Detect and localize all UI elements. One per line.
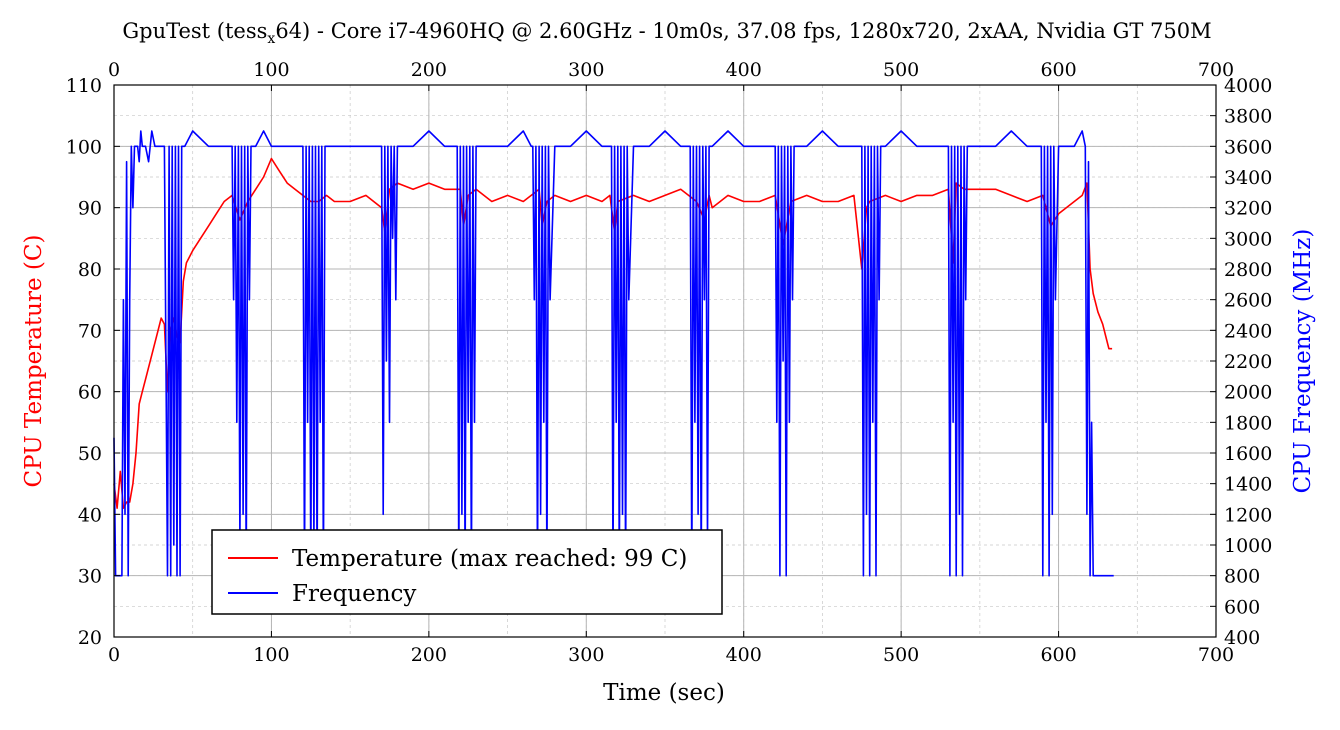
y-right-tick-label: 2400	[1224, 320, 1272, 342]
y-left-tick-label: 90	[78, 198, 102, 220]
y-axis-label-left: CPU Temperature (C)	[21, 235, 47, 488]
x-tick-label: 400	[726, 644, 762, 666]
x-top-tick-label: 100	[253, 59, 289, 81]
x-tick-label: 300	[568, 644, 604, 666]
y-right-tick-label: 3200	[1224, 198, 1272, 220]
chart-title-rest: 64) - Core i7-4960HQ @ 2.60GHz - 10m0s, …	[275, 19, 1211, 43]
y-right-tick-label: 3800	[1224, 106, 1272, 128]
y-right-tick-label: 2800	[1224, 259, 1272, 281]
x-tick-label: 100	[253, 644, 289, 666]
y-right-tick-label: 600	[1224, 596, 1260, 618]
legend: Temperature (max reached: 99 C) Frequenc…	[211, 529, 723, 615]
x-top-tick-label: 200	[411, 59, 447, 81]
x-top-tick-label: 700	[1198, 59, 1234, 81]
x-axis-label: Time (sec)	[603, 680, 725, 706]
y-right-tick-label: 400	[1224, 627, 1260, 649]
legend-frequency-label: Frequency	[292, 581, 416, 607]
axes: 0 0 100 100 200 200 300 300 400 400 500 500 600 600 70…	[66, 59, 1273, 666]
legend-box	[211, 529, 723, 615]
legend-temperature-label: Temperature (max reached: 99 C)	[292, 546, 687, 572]
x-tick-label: 500	[883, 644, 919, 666]
y-left-tick-label: 80	[78, 259, 102, 281]
x-top-tick-label: 400	[726, 59, 762, 81]
x-tick-label: 200	[411, 644, 447, 666]
y-right-tick-label: 2000	[1224, 382, 1272, 404]
y-right-tick-label: 3600	[1224, 136, 1272, 158]
y-axis-label-right: CPU Frequency (MHz)	[1290, 229, 1316, 494]
y-right-tick-label: 1800	[1224, 412, 1272, 434]
x-top-tick-label: 0	[108, 59, 120, 81]
y-right-tick-label: 3000	[1224, 228, 1272, 250]
y-left-tick-label: 60	[78, 382, 102, 404]
x-tick-label: 700	[1198, 644, 1234, 666]
y-right-tick-label: 1600	[1224, 443, 1272, 465]
y-right-tick-label: 800	[1224, 566, 1260, 588]
y-left-tick-label: 70	[78, 320, 102, 342]
y-right-tick-label: 1000	[1224, 535, 1272, 557]
y-left-tick-label: 100	[66, 136, 102, 158]
y-left-tick-label: 50	[78, 443, 102, 465]
y-left-tick-label: 110	[66, 75, 102, 97]
y-right-tick-label: 3400	[1224, 167, 1272, 189]
y-right-tick-label: 2200	[1224, 351, 1272, 373]
y-left-tick-label: 30	[78, 566, 102, 588]
y-right-tick-label: 2600	[1224, 290, 1272, 312]
x-tick-label: 600	[1040, 644, 1076, 666]
chart-title-subscript: x	[267, 31, 275, 47]
chart-title-main: GpuTest (tess	[122, 19, 267, 43]
x-top-tick-label: 300	[568, 59, 604, 81]
y-right-tick-label: 1200	[1224, 504, 1272, 526]
series-layer	[113, 130, 1114, 577]
y-left-tick-label: 40	[78, 504, 102, 526]
y-right-tick-label: 1400	[1224, 474, 1272, 496]
series-line-frequency	[113, 130, 1114, 577]
x-top-tick-label: 600	[1040, 59, 1076, 81]
chart-title: GpuTest (tessx64) - Core i7-4960HQ @ 2.6…	[122, 19, 1211, 47]
x-top-tick-label: 500	[883, 59, 919, 81]
y-left-tick-label: 20	[78, 627, 102, 649]
y-right-tick-label: 4000	[1224, 75, 1272, 97]
x-tick-label: 0	[108, 644, 120, 666]
